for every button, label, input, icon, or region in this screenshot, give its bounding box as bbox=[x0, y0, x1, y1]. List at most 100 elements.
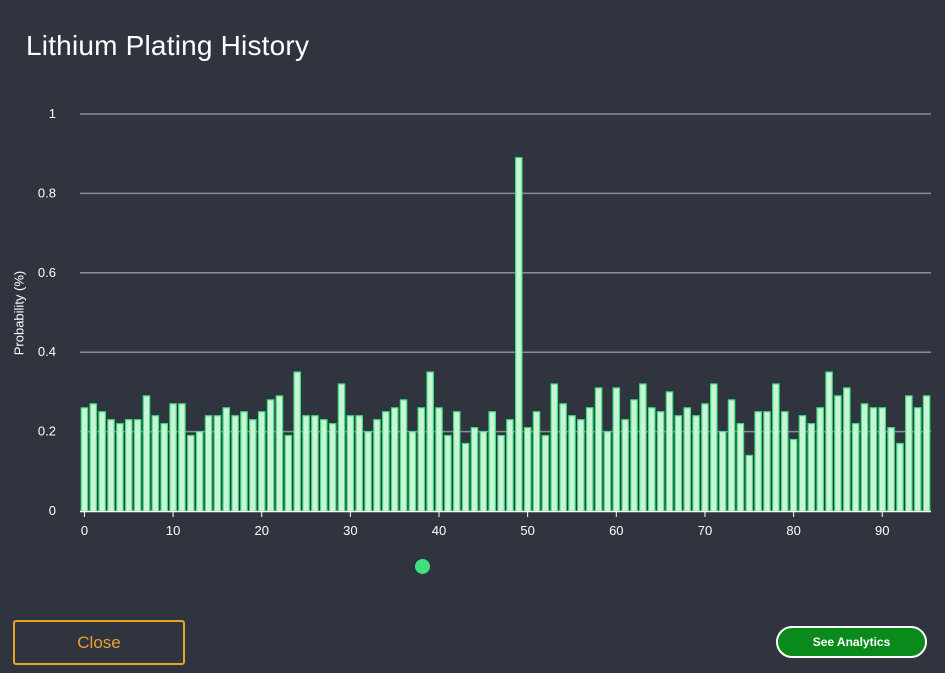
bar bbox=[913, 407, 922, 512]
bar bbox=[727, 399, 736, 512]
bar bbox=[107, 419, 115, 512]
bar bbox=[869, 407, 878, 512]
bar bbox=[851, 423, 860, 512]
bar bbox=[293, 371, 301, 512]
bar bbox=[523, 427, 532, 512]
bar bbox=[647, 407, 656, 512]
bar bbox=[860, 403, 869, 512]
bar bbox=[89, 403, 98, 512]
bar bbox=[603, 431, 612, 512]
bar bbox=[178, 403, 186, 512]
bar bbox=[337, 383, 346, 512]
bar bbox=[373, 419, 381, 512]
bar bbox=[612, 387, 621, 512]
bar bbox=[444, 434, 452, 512]
bar bbox=[266, 399, 275, 512]
bar bbox=[497, 434, 505, 512]
x-tick-label: 50 bbox=[520, 523, 534, 538]
bar bbox=[417, 407, 426, 512]
close-button[interactable]: Close bbox=[13, 620, 185, 665]
bar bbox=[133, 419, 142, 512]
y-tick-label: 0 bbox=[49, 503, 56, 518]
bar bbox=[479, 431, 488, 512]
y-tick-label: 1 bbox=[49, 106, 56, 121]
bar bbox=[124, 419, 133, 512]
y-tick-label: 0.2 bbox=[38, 424, 56, 439]
bar bbox=[249, 419, 257, 512]
bar bbox=[204, 415, 213, 512]
bar bbox=[426, 371, 434, 512]
x-tick-label: 0 bbox=[81, 523, 88, 538]
x-tick-label: 90 bbox=[875, 523, 889, 538]
bar bbox=[169, 403, 177, 512]
x-tick-label: 10 bbox=[166, 523, 180, 538]
bar bbox=[674, 415, 683, 512]
y-tick-label: 0.6 bbox=[38, 265, 56, 280]
bar bbox=[559, 403, 567, 512]
bar bbox=[577, 419, 585, 512]
bar bbox=[816, 407, 824, 512]
bar bbox=[878, 407, 887, 512]
bar bbox=[639, 383, 647, 512]
bar bbox=[452, 411, 461, 512]
x-tick-label: 30 bbox=[343, 523, 357, 538]
bar bbox=[435, 407, 443, 512]
bar bbox=[222, 407, 231, 512]
bar bbox=[807, 423, 816, 512]
bar bbox=[390, 407, 399, 512]
bar bbox=[710, 383, 718, 512]
bar bbox=[692, 415, 700, 512]
bar bbox=[408, 431, 417, 512]
bar bbox=[240, 411, 248, 512]
bar bbox=[98, 411, 106, 512]
bar bbox=[763, 411, 771, 512]
bar bbox=[665, 391, 674, 512]
bar bbox=[630, 399, 638, 512]
bar bbox=[789, 438, 798, 512]
x-tick-label: 80 bbox=[786, 523, 800, 538]
legend-marker[interactable] bbox=[415, 559, 430, 574]
bar bbox=[142, 395, 151, 512]
bar bbox=[718, 431, 727, 512]
bar bbox=[568, 415, 576, 512]
bar bbox=[328, 423, 337, 512]
bar bbox=[745, 454, 754, 512]
see-analytics-button[interactable]: See Analytics bbox=[776, 626, 927, 658]
bar bbox=[532, 411, 541, 512]
bar bbox=[683, 407, 692, 512]
bar bbox=[621, 419, 629, 512]
y-tick-label: 0.4 bbox=[38, 344, 56, 359]
bar bbox=[116, 423, 124, 512]
bar bbox=[346, 415, 355, 512]
x-tick-label: 40 bbox=[432, 523, 446, 538]
bar bbox=[399, 399, 408, 512]
bar bbox=[701, 403, 709, 512]
bar bbox=[541, 434, 550, 512]
bar bbox=[355, 415, 364, 512]
bar bbox=[825, 371, 833, 512]
bar bbox=[842, 387, 851, 512]
bar bbox=[585, 407, 594, 512]
bar bbox=[382, 411, 390, 512]
bar bbox=[213, 415, 222, 512]
chart-title: Lithium Plating History bbox=[26, 30, 310, 61]
bar bbox=[364, 431, 372, 512]
bar bbox=[80, 407, 89, 512]
bar bbox=[922, 395, 931, 512]
bar bbox=[275, 395, 284, 512]
legend[interactable] bbox=[415, 559, 438, 574]
bar bbox=[470, 427, 479, 512]
bar bbox=[151, 415, 160, 512]
x-tick-label: 70 bbox=[698, 523, 712, 538]
bar bbox=[834, 395, 842, 512]
bar bbox=[488, 411, 496, 512]
bar bbox=[284, 434, 293, 512]
bar bbox=[594, 387, 603, 512]
bar bbox=[550, 383, 559, 512]
bar bbox=[195, 431, 204, 512]
bar bbox=[754, 411, 762, 512]
bar bbox=[231, 415, 239, 512]
bar bbox=[798, 415, 807, 512]
x-tick-label: 60 bbox=[609, 523, 623, 538]
bar bbox=[257, 411, 266, 512]
